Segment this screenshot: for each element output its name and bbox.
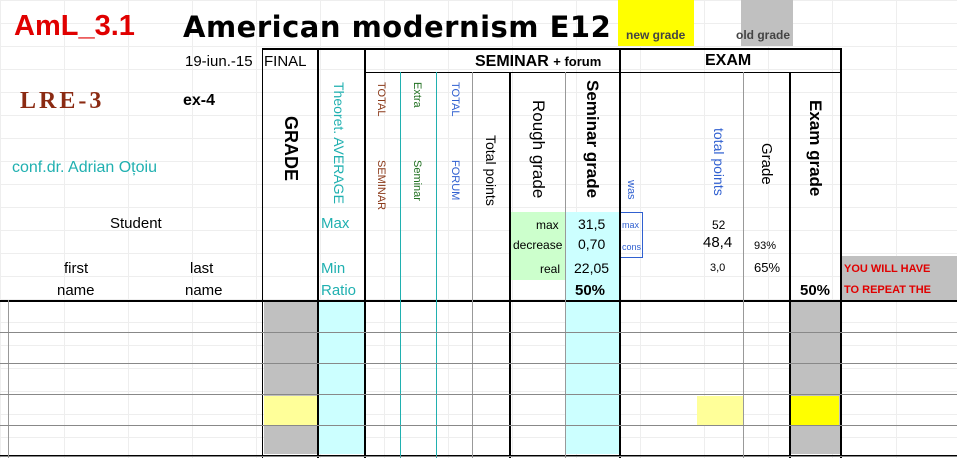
rough-grade-header: Rough grade — [529, 100, 548, 199]
ratio-label: Ratio — [321, 282, 357, 299]
max-value: 31,5 — [578, 216, 606, 232]
min-label: Min — [321, 260, 346, 277]
grade-col-fill — [264, 300, 317, 454]
sheet-code: AmL_3.1 — [14, 10, 135, 42]
max-label: Max — [321, 215, 350, 232]
seminar-section: SEMINAR + forum — [475, 53, 601, 71]
last-label: last — [190, 260, 214, 277]
warning-line1: YOU WILL HAVE — [844, 263, 931, 275]
warning-line2: TO REPEAT THE — [844, 284, 931, 296]
teacher-name: conf.dr. Adrian Oțoiu — [12, 159, 157, 176]
was-max-label: max — [622, 220, 640, 230]
was-header: was — [625, 180, 637, 200]
last-name-label: name — [185, 282, 223, 299]
exam-cons-value: 48,4 — [703, 234, 733, 251]
exam-grade-header: Exam grade — [806, 100, 825, 197]
vline-theoret — [364, 48, 366, 458]
real-value: 22,05 — [574, 260, 610, 276]
exam-grade-col-header: Grade — [758, 143, 775, 185]
final-label: FINAL — [264, 53, 307, 70]
exam-total-points-header: total points — [711, 128, 727, 196]
real-label: real — [540, 262, 561, 276]
vline-forum — [472, 72, 473, 458]
seminar-grade-fill — [565, 212, 619, 454]
decrease-label: decrease — [513, 238, 563, 252]
max-sem-label: max — [536, 218, 559, 232]
rule-bottom — [0, 455, 957, 456]
exam-date: 19-iun.-15 — [185, 53, 253, 70]
vline-rough — [565, 72, 566, 458]
course-title: American modernism E12 — [183, 10, 612, 44]
exam-grade-fill — [790, 300, 840, 454]
exam-pct-min: 65% — [754, 260, 781, 275]
first-name-label: name — [57, 282, 95, 299]
row-rule — [0, 332, 957, 333]
total-seminar-header-top: TOTAL — [375, 82, 387, 117]
vline-exam-pts — [743, 72, 744, 458]
theoret-average-header: Theoret. AVERAGE — [331, 82, 347, 204]
vline-tpts — [509, 72, 511, 458]
student-label: Student — [110, 215, 162, 232]
seminar-label: SEMINAR — [475, 53, 549, 70]
forum-label: + forum — [553, 54, 602, 69]
seminar-percent: 50% — [575, 282, 606, 299]
total-forum-header-top: TOTAL — [449, 82, 461, 117]
new-grade-swatch — [618, 0, 694, 46]
vline-seminar-grade — [619, 48, 621, 458]
row-rule — [0, 363, 957, 364]
seminar-grade-header: Seminar grade — [583, 80, 602, 199]
repeat-fill — [840, 256, 957, 300]
group-code: LRE-3 — [20, 88, 105, 114]
legend-old-grade: old grade — [736, 28, 791, 42]
rule-header-bottom — [0, 300, 957, 302]
legend-new-grade: new grade — [626, 28, 686, 42]
exam-pct-top: 93% — [754, 240, 777, 252]
rule-top — [262, 48, 840, 50]
real-fill — [509, 212, 565, 280]
grade-highlight — [264, 396, 317, 425]
extra-header-bottom: Seminar — [411, 160, 423, 201]
exam-section: EXAM — [705, 52, 752, 69]
first-label: first — [64, 260, 89, 277]
total-forum-header-bottom: FORUM — [449, 160, 461, 201]
extra-header-top: Extra — [411, 82, 423, 108]
row-rule — [0, 394, 957, 395]
exam-number: ex-4 — [183, 92, 216, 109]
vline-name-left — [8, 300, 9, 458]
decrease-value: 0,70 — [578, 236, 606, 252]
was-cons-label: cons — [622, 242, 642, 252]
vline-grade-left — [262, 48, 263, 458]
exam-percent: 50% — [800, 282, 831, 299]
row-rule — [0, 456, 957, 457]
exam-min-value: 3,0 — [710, 262, 726, 274]
vline-extra — [436, 72, 437, 458]
vline-exam-right — [840, 48, 842, 458]
vline-tsem — [400, 72, 401, 458]
total-seminar-header-bottom: SEMINAR — [375, 160, 387, 211]
old-grade-swatch — [741, 0, 793, 46]
exam-max-value: 52 — [712, 218, 726, 232]
vline-exam-grade — [789, 72, 791, 458]
row-rule — [0, 425, 957, 426]
rule-seminar-sub — [364, 72, 840, 73]
theoret-fill — [318, 300, 364, 454]
grade-header: GRADE — [281, 116, 301, 182]
total-points-header: Total points — [483, 135, 499, 206]
exam-grade-highlight — [791, 396, 839, 425]
vline-grade-right — [317, 48, 319, 458]
exam-pts-highlight — [697, 396, 743, 425]
